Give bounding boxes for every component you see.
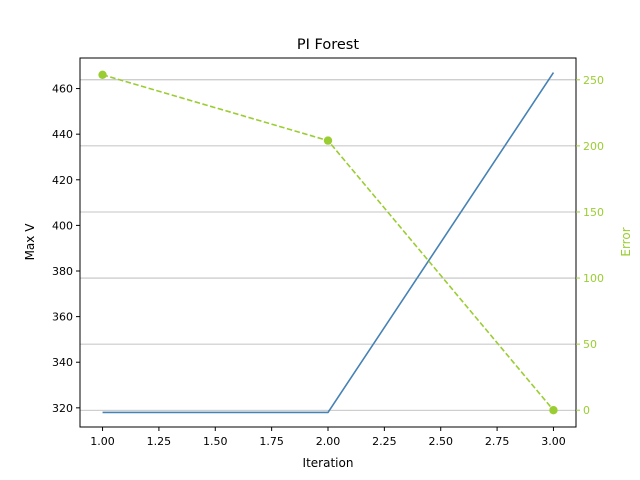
y2-tick-label: 100 bbox=[583, 272, 604, 285]
y-tick-label: 320 bbox=[52, 402, 73, 415]
y2-tick-label: 250 bbox=[583, 74, 604, 87]
x-axis-label: Iteration bbox=[303, 456, 354, 470]
x-tick-label: 2.50 bbox=[428, 435, 453, 448]
x-tick-label: 1.50 bbox=[203, 435, 228, 448]
y-tick-label: 380 bbox=[52, 265, 73, 278]
error-point bbox=[323, 136, 333, 145]
y2-tick-label: 200 bbox=[583, 140, 604, 153]
x-tick-label: 1.25 bbox=[147, 435, 172, 448]
x-tick-label: 3.00 bbox=[541, 435, 566, 448]
y-tick-label: 400 bbox=[52, 219, 73, 232]
y-tick-label: 340 bbox=[52, 356, 73, 369]
y-axis-right: 0 50 100 150 200 250 bbox=[576, 74, 604, 417]
y2-tick-label: 150 bbox=[583, 206, 604, 219]
x-tick-label: 2.25 bbox=[372, 435, 397, 448]
y2-axis-label: Error bbox=[619, 227, 633, 256]
chart-title: PI Forest bbox=[297, 37, 359, 53]
error-point bbox=[549, 406, 558, 415]
y-axis-label: Max V bbox=[23, 223, 37, 261]
max-v-series-line bbox=[102, 72, 555, 414]
error-point bbox=[98, 70, 107, 79]
x-axis: 1.00 1.25 1.50 1.75 2.00 2.25 2.50 2.75 3.00 bbox=[90, 427, 566, 448]
y2-tick-label: 50 bbox=[583, 338, 597, 351]
x-tick-label: 1.00 bbox=[90, 435, 115, 448]
x-tick-label: 1.75 bbox=[259, 435, 284, 448]
y2-tick-label: 0 bbox=[583, 404, 590, 417]
y-axis-left: 320 340 360 380 400 420 440 460 bbox=[52, 83, 80, 415]
y-tick-label: 360 bbox=[52, 311, 73, 324]
y-tick-label: 440 bbox=[52, 128, 73, 141]
grid-lines bbox=[80, 79, 576, 411]
x-tick-label: 2.00 bbox=[316, 435, 341, 448]
plot-area bbox=[98, 70, 558, 415]
y-tick-label: 420 bbox=[52, 174, 73, 187]
x-tick-label: 2.75 bbox=[485, 435, 510, 448]
y-tick-label: 460 bbox=[52, 83, 73, 96]
